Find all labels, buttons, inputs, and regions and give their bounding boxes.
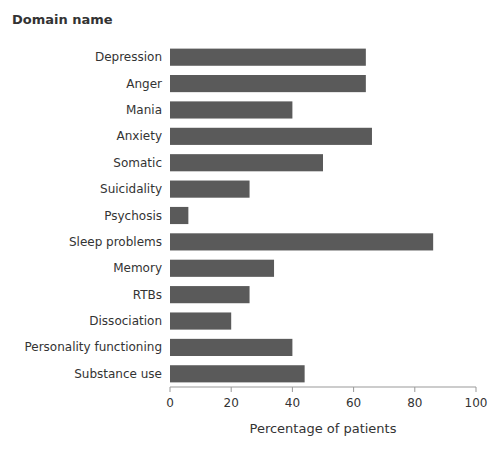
x-tick-label: 100 xyxy=(465,396,488,410)
category-label: Dissociation xyxy=(89,314,162,328)
bar xyxy=(170,365,305,382)
category-label: Personality functioning xyxy=(24,340,162,354)
bar xyxy=(170,154,323,171)
bar xyxy=(170,181,250,198)
bar xyxy=(170,312,231,329)
x-axis: 0 20 40 60 80 100 xyxy=(166,387,487,410)
category-label: Substance use xyxy=(74,367,162,381)
chart-svg: Domain name Substance use Personality func… xyxy=(0,0,500,449)
x-tick xyxy=(414,387,415,392)
bar xyxy=(170,260,274,277)
bar xyxy=(170,286,250,303)
x-tick-label: 40 xyxy=(285,396,300,410)
chart-container: Domain name Substance use Personality func… xyxy=(0,0,500,449)
x-tick-label: 20 xyxy=(224,396,239,410)
x-tick-label: 60 xyxy=(346,396,361,410)
category-label: Suicidality xyxy=(100,182,162,196)
category-label: Depression xyxy=(95,50,162,64)
category-label: Memory xyxy=(113,261,162,275)
x-tick-label: 80 xyxy=(407,396,422,410)
bar xyxy=(170,49,366,66)
y-axis-label: Domain name xyxy=(12,12,113,27)
bar xyxy=(170,233,433,250)
x-axis-line xyxy=(170,387,476,388)
bar xyxy=(170,75,366,92)
bar xyxy=(170,128,372,145)
x-tick xyxy=(476,387,477,392)
y-axis: Substance use Personality functioning Diss… xyxy=(24,50,162,381)
x-axis-label: Percentage of patients xyxy=(250,421,397,436)
x-tick xyxy=(353,387,354,392)
category-label: Mania xyxy=(126,103,162,117)
x-tick xyxy=(292,387,293,392)
category-label: Psychosis xyxy=(104,209,162,223)
category-label: Anger xyxy=(126,77,162,91)
x-tick xyxy=(231,387,232,392)
bars xyxy=(170,49,433,383)
bar xyxy=(170,101,292,118)
bar xyxy=(170,339,292,356)
category-label: Anxiety xyxy=(117,129,162,143)
category-label: Somatic xyxy=(113,156,162,170)
x-tick-label: 0 xyxy=(166,396,174,410)
x-tick xyxy=(170,387,171,392)
bar xyxy=(170,207,188,224)
category-label: RTBs xyxy=(133,288,162,302)
category-label: Sleep problems xyxy=(69,235,162,249)
